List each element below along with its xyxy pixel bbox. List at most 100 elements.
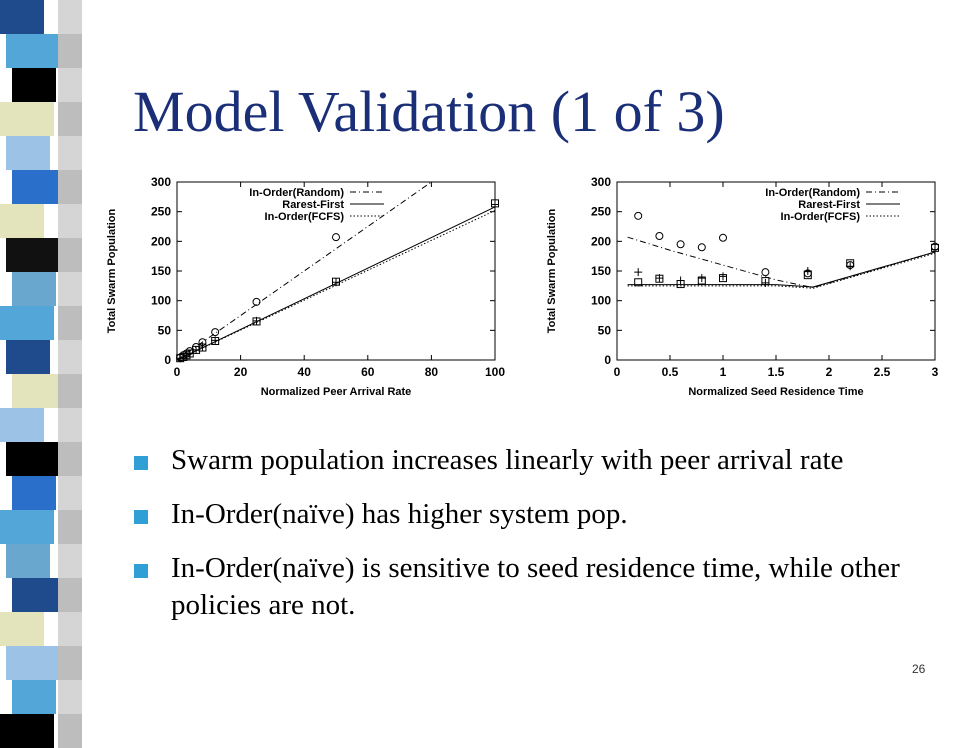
data-point-circle — [697, 243, 706, 252]
bullet-text: In-Order(naïve) has higher system pop. — [171, 498, 628, 530]
data-point-plus — [491, 200, 499, 209]
x-tick-label: 100 — [485, 365, 505, 379]
x-tick-label: 2.5 — [874, 365, 891, 379]
stripe-segment — [0, 204, 44, 238]
stripe-segment — [58, 238, 82, 272]
stripe-segment — [0, 306, 54, 340]
stripe-segment — [12, 272, 56, 306]
data-point-plus — [697, 274, 706, 283]
data-point-plus — [182, 351, 191, 360]
y-tick-label: 100 — [151, 294, 171, 308]
data-point-plus — [931, 245, 939, 254]
y-tick-label: 150 — [151, 264, 171, 278]
x-axis-label: Normalized Seed Residence Time — [688, 386, 863, 398]
y-tick-label: 200 — [591, 234, 611, 248]
stripe-segment — [0, 102, 54, 136]
stripe-segment — [58, 0, 82, 34]
stripe-segment — [6, 340, 50, 374]
stripe-segment — [12, 680, 56, 714]
stripe-segment — [58, 714, 82, 748]
square-bullet-icon — [134, 564, 148, 578]
data-point-plus — [211, 336, 220, 345]
chart-seed-residence-time: 0 0.5 1 1.5 2 2.5 3 0 50 100 150 200 250 300 Normalize… — [546, 175, 939, 398]
data-point-plus — [192, 345, 201, 354]
stripe-segment — [0, 510, 54, 544]
data-point-plus — [676, 276, 685, 285]
x-tick-label: 0 — [174, 365, 181, 379]
series-line — [627, 236, 935, 289]
decorative-stripe — [0, 0, 110, 748]
data-point-plus — [185, 349, 194, 358]
data-point-plus — [719, 272, 727, 281]
stripe-segment — [58, 340, 82, 374]
stripe-segment — [12, 170, 66, 204]
bullet-item: In-Order(naïve) has higher system pop. — [130, 496, 930, 533]
data-point-plus — [846, 262, 855, 271]
stripe-segment — [58, 578, 82, 612]
x-tick-label: 3 — [932, 365, 939, 379]
stripe-segment — [58, 68, 82, 102]
stripe-segment — [6, 238, 60, 272]
bullet-text: Swarm population increases linearly with… — [171, 444, 844, 476]
bullet-list: Swarm population increases linearly with… — [130, 442, 930, 641]
data-point-circle — [655, 231, 664, 240]
y-tick-label: 300 — [151, 175, 171, 189]
data-point-plus — [634, 268, 643, 277]
y-tick-label: 50 — [598, 323, 612, 337]
data-point-circle — [252, 297, 261, 306]
stripe-segment — [6, 136, 50, 170]
x-tick-label: 20 — [234, 365, 248, 379]
stripe-segment — [58, 612, 82, 646]
stripe-segment — [58, 374, 82, 408]
y-axis-label: Total Swarm Population — [106, 208, 118, 333]
stripe-segment — [12, 374, 66, 408]
stripe-segment — [12, 578, 66, 612]
data-point-circle — [211, 328, 220, 337]
series-line — [627, 251, 935, 288]
stripe-segment — [58, 272, 82, 306]
stripe-segment — [6, 544, 50, 578]
data-point-plus — [252, 316, 261, 325]
bullet-text: In-Order(naïve) is sensitive to seed res… — [171, 552, 900, 621]
stripe-segment — [0, 408, 44, 442]
legend-entry: Rarest-First — [282, 199, 344, 211]
stripe-segment — [58, 306, 82, 340]
stripe-segment — [6, 34, 60, 68]
y-tick-label: 0 — [164, 353, 171, 367]
y-tick-label: 200 — [151, 234, 171, 248]
stripe-segment — [58, 544, 82, 578]
stripe-segment — [58, 476, 82, 510]
y-tick-label: 150 — [591, 264, 611, 278]
bullet-item: Swarm population increases linearly with… — [130, 442, 930, 479]
chart-peer-arrival-rate: 0 20 40 60 80 100 0 50 100 150 200 250 300 Normalized… — [106, 175, 505, 398]
y-tick-label: 100 — [591, 294, 611, 308]
stripe-segment — [58, 170, 82, 204]
y-axis-label: Total Swarm Population — [546, 208, 558, 333]
data-point-plus — [803, 267, 812, 275]
data-point-circle — [719, 233, 727, 242]
data-point-plus — [761, 278, 770, 287]
data-point-plus — [198, 342, 207, 351]
x-tick-label: 1.5 — [768, 365, 785, 379]
legend-entry: Rarest-First — [798, 199, 860, 211]
x-tick-label: 2 — [826, 365, 833, 379]
legend-entry: In-Order(Random) — [249, 187, 344, 199]
stripe-segment — [58, 408, 82, 442]
y-tick-label: 50 — [158, 323, 172, 337]
legend-entry: In-Order(Random) — [765, 187, 860, 199]
plot-frame — [616, 181, 936, 361]
data-point-circle — [332, 233, 340, 242]
data-point-plus — [176, 354, 185, 363]
stripe-segment — [0, 714, 54, 748]
stripe-segment — [0, 612, 44, 646]
stripe-segment — [12, 476, 56, 510]
bullet-item: In-Order(naïve) is sensitive to seed res… — [130, 550, 930, 624]
square-bullet-icon — [134, 510, 148, 524]
legend-entry: In-Order(FCFS) — [781, 211, 861, 223]
stripe-segment — [58, 136, 82, 170]
series-line — [627, 252, 935, 289]
stripe-segment — [58, 680, 82, 714]
data-point-circle — [761, 268, 770, 277]
slide-title: Model Validation (1 of 3) — [133, 79, 725, 144]
stripe-segment — [58, 510, 82, 544]
